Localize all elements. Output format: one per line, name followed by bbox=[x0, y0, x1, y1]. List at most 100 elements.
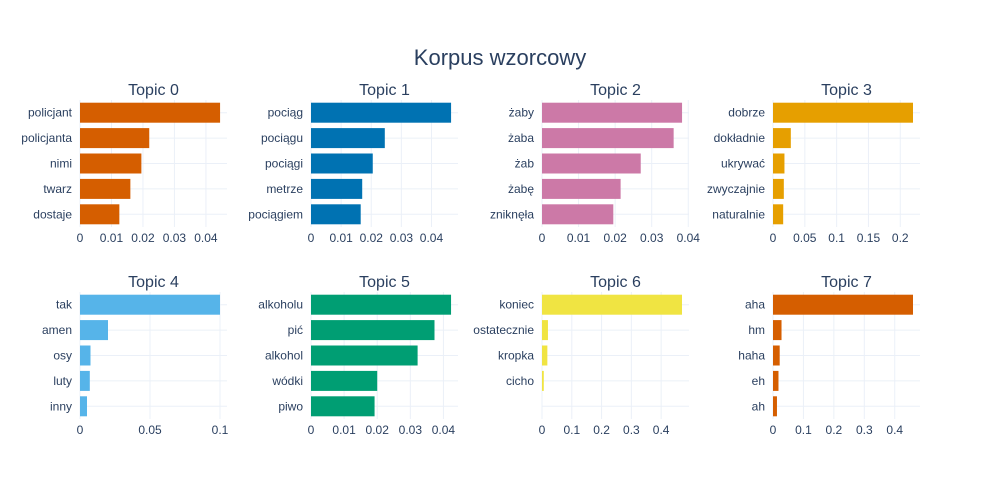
category-label: pić bbox=[288, 323, 303, 337]
category-label: żaba bbox=[508, 131, 534, 145]
x-tick-label: 0.03 bbox=[640, 231, 664, 245]
category-label: zniknęła bbox=[490, 207, 534, 221]
x-tick-label: 0.3 bbox=[623, 423, 640, 437]
x-tick-label: 0.1 bbox=[828, 231, 845, 245]
x-tick-label: 0.2 bbox=[892, 231, 909, 245]
x-tick-label: 0.02 bbox=[603, 231, 627, 245]
bar-3 bbox=[542, 370, 544, 391]
category-label: tak bbox=[56, 298, 73, 312]
bar-3 bbox=[311, 178, 363, 199]
bar-3 bbox=[80, 178, 131, 199]
x-tick-label: 0.04 bbox=[420, 231, 444, 245]
bar-1 bbox=[542, 128, 674, 149]
x-tick-label: 0.04 bbox=[677, 231, 701, 245]
category-label: hm bbox=[748, 323, 765, 337]
bar-0 bbox=[80, 102, 221, 123]
bar-2 bbox=[80, 345, 91, 366]
category-label: ostatecznie bbox=[473, 323, 534, 337]
category-label: ukrywać bbox=[721, 157, 765, 171]
bar-4 bbox=[80, 396, 87, 417]
bar-0 bbox=[773, 102, 913, 123]
category-label: żaby bbox=[509, 106, 534, 120]
x-tick-label: 0.04 bbox=[432, 423, 456, 437]
x-tick-label: 0.03 bbox=[399, 423, 423, 437]
subplot-title: Topic 2 bbox=[590, 82, 641, 99]
bar-1 bbox=[542, 320, 548, 341]
x-tick-label: 0.05 bbox=[138, 423, 162, 437]
category-label: piwo bbox=[278, 399, 303, 413]
bar-2 bbox=[80, 153, 142, 174]
x-tick-label: 0.01 bbox=[567, 231, 591, 245]
x-tick-label: 0 bbox=[770, 231, 777, 245]
category-label: osy bbox=[53, 349, 72, 363]
x-tick-label: 0.01 bbox=[329, 231, 353, 245]
subplot-topic-7: aha hm haha eh ah 0 0.1 0.2 0.3 0.4 Topic 7 bbox=[738, 274, 920, 437]
bar-1 bbox=[80, 128, 150, 149]
category-label: cicho bbox=[506, 374, 534, 388]
x-tick-label: 0 bbox=[77, 423, 84, 437]
category-label: ah bbox=[752, 399, 765, 413]
x-tick-label: 0.05 bbox=[793, 231, 817, 245]
bar-1 bbox=[311, 320, 435, 341]
category-label: luty bbox=[53, 374, 72, 388]
bar-4 bbox=[311, 204, 361, 225]
x-tick-label: 0.1 bbox=[212, 423, 229, 437]
bar-3 bbox=[80, 370, 90, 391]
bar-1 bbox=[80, 320, 108, 341]
x-tick-label: 0 bbox=[77, 231, 84, 245]
bar-0 bbox=[542, 294, 682, 315]
category-label: żabę bbox=[508, 182, 534, 196]
category-label: amen bbox=[42, 323, 72, 337]
bar-3 bbox=[773, 370, 779, 391]
category-label: twarz bbox=[43, 182, 72, 196]
bar-1 bbox=[773, 320, 782, 341]
bar-2 bbox=[773, 345, 780, 366]
category-label: pociąg bbox=[268, 106, 303, 120]
x-tick-label: 0.01 bbox=[332, 423, 356, 437]
category-label: haha bbox=[738, 349, 765, 363]
x-tick-label: 0.4 bbox=[653, 423, 670, 437]
category-label: żab bbox=[515, 157, 535, 171]
bar-3 bbox=[542, 178, 621, 199]
x-tick-label: 0.1 bbox=[795, 423, 812, 437]
bar-2 bbox=[542, 153, 641, 174]
bar-4 bbox=[773, 396, 777, 417]
subplot-title: Topic 7 bbox=[821, 274, 872, 291]
x-tick-label: 0.1 bbox=[563, 423, 580, 437]
x-tick-label: 0.3 bbox=[856, 423, 873, 437]
category-label: zwyczajnie bbox=[707, 182, 765, 196]
bar-3 bbox=[311, 370, 378, 391]
bar-4 bbox=[542, 204, 614, 225]
category-label: dobrze bbox=[728, 106, 765, 120]
subplot-topic-0: policjant policjanta nimi twarz dostaje 0 0.01… bbox=[21, 82, 227, 245]
bar-0 bbox=[311, 102, 452, 123]
category-label: policjanta bbox=[21, 131, 72, 145]
category-label: pociągiem bbox=[248, 207, 303, 221]
subplot-title: Topic 5 bbox=[359, 274, 410, 291]
category-label: pociągu bbox=[261, 131, 303, 145]
x-tick-label: 0 bbox=[539, 231, 546, 245]
category-label: policjant bbox=[28, 106, 73, 120]
category-label: alkohol bbox=[265, 349, 303, 363]
bar-4 bbox=[773, 204, 784, 225]
x-tick-label: 0.03 bbox=[390, 231, 414, 245]
subplot-topic-5: alkoholu pić alkohol wódki piwo 0 0.01 0.02 0.03… bbox=[258, 274, 458, 437]
bar-2 bbox=[542, 345, 548, 366]
bar-0 bbox=[773, 294, 913, 315]
category-label: aha bbox=[745, 298, 765, 312]
x-tick-label: 0.02 bbox=[360, 231, 384, 245]
category-label: dokładnie bbox=[714, 131, 766, 145]
category-label: metrze bbox=[266, 182, 303, 196]
category-label: alkoholu bbox=[258, 298, 303, 312]
category-label: koniec bbox=[499, 298, 534, 312]
bar-0 bbox=[542, 102, 683, 123]
subplot-title: Topic 1 bbox=[359, 82, 410, 99]
bar-2 bbox=[311, 345, 418, 366]
category-label: kropka bbox=[498, 349, 534, 363]
bar-0 bbox=[311, 294, 452, 315]
subplot-title: Topic 6 bbox=[590, 274, 641, 291]
x-tick-label: 0.02 bbox=[131, 231, 155, 245]
x-tick-label: 0.03 bbox=[163, 231, 187, 245]
